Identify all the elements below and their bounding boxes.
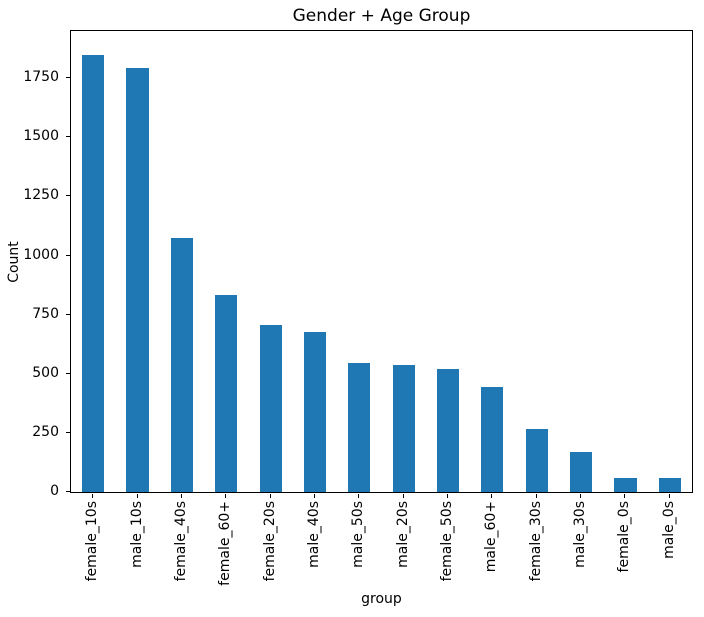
bar	[303, 331, 327, 492]
bar	[82, 54, 105, 492]
bar	[348, 363, 371, 492]
y-tick-mark	[66, 195, 70, 197]
x-tick-label: female_0s	[616, 501, 633, 573]
y-tick-mark	[66, 254, 70, 256]
plot-area	[70, 30, 693, 493]
y-axis-title: Count	[0, 30, 28, 493]
y-tick-mark	[66, 491, 70, 492]
x-axis-label: group	[361, 591, 402, 607]
x-tick-label: male_60+	[483, 501, 500, 573]
x-tick-mark	[92, 494, 94, 498]
bar	[126, 67, 149, 492]
y-tick-label: 0	[50, 483, 59, 499]
x-tick-label: male_20s	[394, 501, 411, 568]
x-tick-mark	[447, 494, 449, 498]
x-tick-mark	[668, 494, 670, 498]
x-tick-label: male_10s	[128, 501, 145, 568]
y-tick-label: 1250	[23, 187, 59, 204]
y-axis-layer: 0 250 500 750 1000 1250 1500 1750	[0, 30, 70, 499]
y-tick-mark	[66, 431, 70, 433]
y-tick-mark	[66, 313, 70, 315]
x-axis-layer: female_10s male_10s female_40s female_60+ fe…	[70, 493, 693, 617]
x-tick-label: female_10s	[84, 501, 101, 582]
x-tick-label: female_20s	[261, 501, 278, 582]
x-tick-mark	[180, 494, 182, 498]
bar	[392, 365, 415, 492]
y-tick-label: 1750	[23, 69, 59, 86]
x-tick-mark	[580, 494, 582, 498]
x-tick-mark	[402, 494, 404, 498]
chart-title: Gender + Age Group	[292, 6, 471, 26]
x-tick-label: female_50s	[439, 501, 456, 582]
bar	[215, 294, 238, 492]
x-tick-mark	[535, 494, 537, 498]
y-tick-label: 1000	[23, 246, 59, 263]
bar	[259, 325, 282, 492]
x-tick-mark	[491, 494, 493, 498]
y-tick-mark	[66, 77, 70, 79]
y-tick-mark	[66, 136, 70, 138]
y-tick-label: 750	[32, 305, 59, 322]
y-tick-mark	[66, 372, 70, 374]
x-tick-label: male_50s	[350, 501, 367, 568]
y-tick-label: 500	[32, 364, 59, 381]
bar	[614, 477, 637, 492]
bar	[436, 368, 460, 492]
bar	[570, 451, 593, 492]
x-tick-label: male_30s	[572, 501, 589, 568]
x-tick-mark	[313, 494, 315, 498]
y-tick-label: 250	[32, 423, 59, 440]
x-tick-label: male_40s	[305, 501, 322, 568]
x-tick-mark	[269, 494, 271, 498]
x-tick-label: female_30s	[527, 501, 544, 582]
x-tick-label: male_0s	[660, 501, 677, 559]
x-tick-mark	[136, 494, 138, 498]
x-tick-label: female_40s	[172, 501, 189, 582]
bar	[481, 386, 504, 492]
y-axis-label: Count	[6, 240, 23, 283]
y-tick-label: 1500	[23, 128, 59, 145]
x-tick-mark	[225, 494, 227, 498]
bar	[170, 237, 193, 492]
x-tick-mark	[624, 494, 626, 498]
x-tick-label: female_60+	[217, 501, 234, 586]
bar	[658, 477, 681, 492]
bar	[525, 429, 548, 492]
x-tick-mark	[358, 494, 360, 498]
